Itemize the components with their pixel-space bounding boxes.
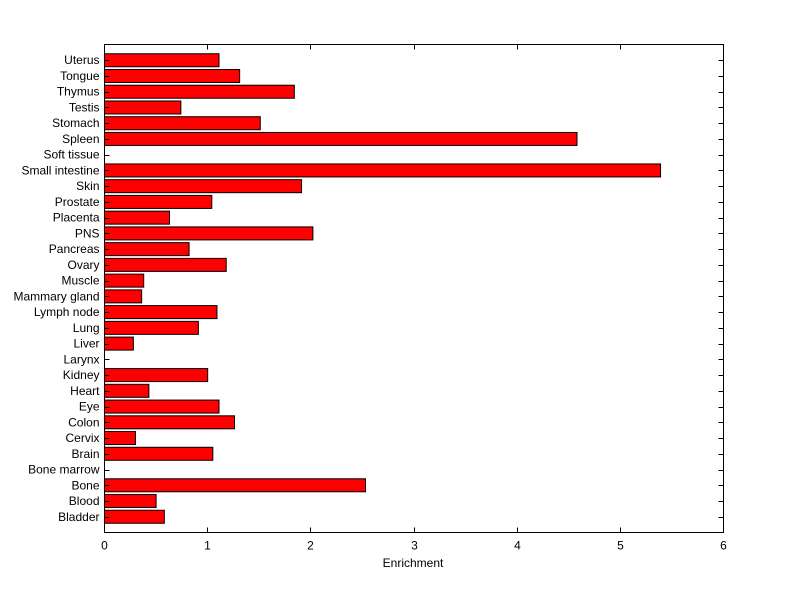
bar-mammary-gland <box>104 289 143 304</box>
x-tick-label: 1 <box>204 539 211 553</box>
y-tick-label: Thymus <box>57 85 100 99</box>
y-tick-label: Larynx <box>63 352 99 366</box>
bar-kidney <box>104 368 209 383</box>
bar-colon <box>104 415 235 430</box>
x-tick-label: 6 <box>720 539 727 553</box>
y-tick-label: Small intestine <box>21 163 99 177</box>
y-tick-label: Tongue <box>60 69 100 83</box>
bar-brain <box>104 446 214 461</box>
bar-pancreas <box>104 242 190 257</box>
y-tick-label: Placenta <box>53 211 100 225</box>
y-tick-label: Bone <box>71 478 99 492</box>
bar-uterus <box>104 53 220 68</box>
y-tick-label: Pancreas <box>49 242 100 256</box>
y-tick-label: Kidney <box>63 368 100 382</box>
bar-lung <box>104 320 199 335</box>
y-tick-label: Brain <box>71 447 99 461</box>
y-tick-label: Skin <box>76 179 99 193</box>
bar-skin <box>104 179 303 194</box>
y-tick-label: Testis <box>69 100 100 114</box>
y-tick-label: Prostate <box>55 195 100 209</box>
bar-heart <box>104 383 150 398</box>
y-tick-label: Lymph node <box>34 305 100 319</box>
y-tick-label: Liver <box>73 337 99 351</box>
bar-thymus <box>104 84 295 99</box>
bar-liver <box>104 336 134 351</box>
x-tick-label: 0 <box>101 539 108 553</box>
bar-muscle <box>104 273 145 288</box>
bar-testis <box>104 100 182 115</box>
bar-small-intestine <box>104 163 662 178</box>
y-tick-label: Heart <box>70 384 100 398</box>
bar-prostate <box>104 194 213 209</box>
bar-bladder <box>104 509 165 524</box>
y-tick-label: Colon <box>68 415 99 429</box>
bar-ovary <box>104 257 227 272</box>
x-tick-label: 3 <box>411 539 418 553</box>
bar-placenta <box>104 210 170 225</box>
x-tick-label: 2 <box>307 539 314 553</box>
y-tick-label: Soft tissue <box>43 148 99 162</box>
x-tick-label: 4 <box>514 539 521 553</box>
y-tick-label: Stomach <box>52 116 99 130</box>
x-axis-label: Enrichment <box>383 556 444 570</box>
bar-eye <box>104 399 220 414</box>
bar-bone <box>104 478 367 493</box>
y-tick-label: Bladder <box>58 510 99 524</box>
bar-spleen <box>104 131 578 146</box>
bar-blood <box>104 494 157 509</box>
y-tick-label: Bone marrow <box>28 463 100 477</box>
bar-tongue <box>104 68 241 83</box>
y-tick-label: Cervix <box>65 431 99 445</box>
bar-lymph-node <box>104 305 218 320</box>
y-tick-label: Lung <box>73 321 100 335</box>
bar-pns <box>104 226 314 241</box>
y-tick-label: Eye <box>79 400 100 414</box>
y-tick-label: Ovary <box>67 258 99 272</box>
y-tick-label: Spleen <box>62 132 99 146</box>
y-tick-label: PNS <box>75 226 100 240</box>
y-tick-label: Blood <box>69 494 100 508</box>
y-tick-label: Uterus <box>64 53 99 67</box>
y-tick-label: Mammary gland <box>13 289 99 303</box>
x-tick-label: 5 <box>617 539 624 553</box>
bar-stomach <box>104 116 261 131</box>
y-tick-label: Muscle <box>61 274 99 288</box>
